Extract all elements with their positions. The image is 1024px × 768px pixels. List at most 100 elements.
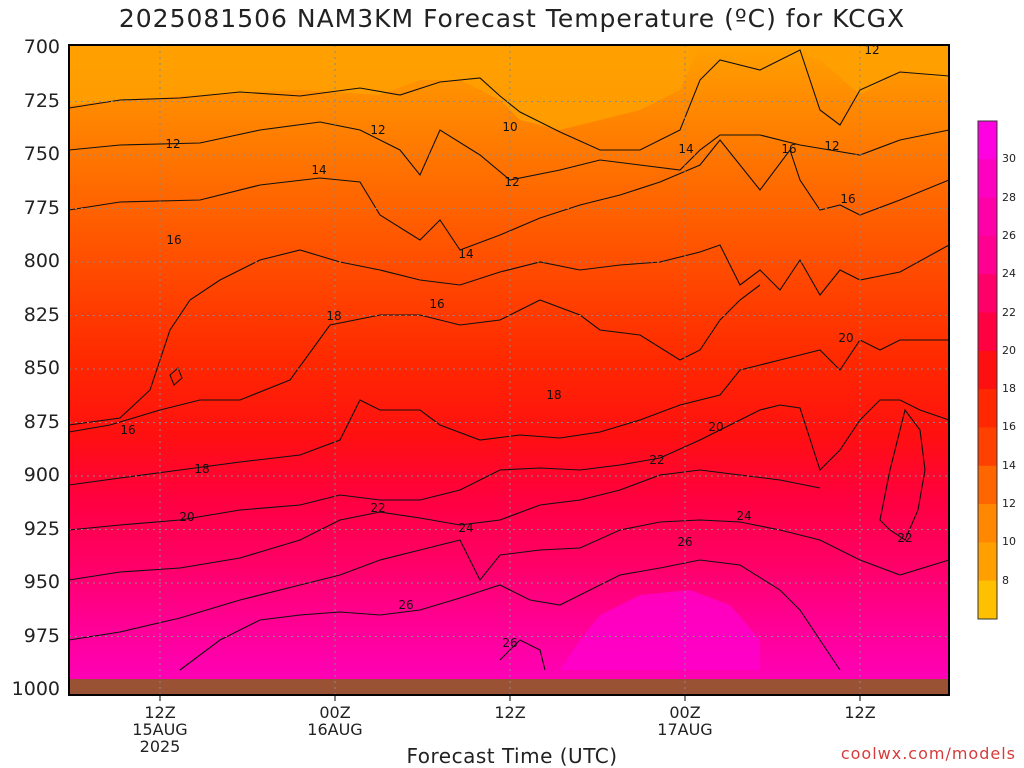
y-tick-label: 825 bbox=[23, 303, 60, 326]
y-tick-label: 700 bbox=[23, 36, 60, 58]
colorbar-label: 22 bbox=[1002, 305, 1016, 319]
x-tick-text: 15AUG bbox=[132, 720, 188, 739]
contour-12-lower bbox=[68, 121, 950, 181]
x-tick-label: 12Z 15AUG 2025 bbox=[120, 704, 200, 755]
contour-label: 20 bbox=[708, 420, 723, 434]
contour-label: 16 bbox=[429, 297, 444, 311]
temperature-field bbox=[69, 45, 949, 695]
ground-strip bbox=[69, 679, 949, 695]
colorbar-label: 12 bbox=[1002, 497, 1016, 511]
contour-label: 26 bbox=[502, 636, 517, 650]
contour-26 bbox=[179, 559, 841, 671]
contour-12-upper bbox=[68, 49, 950, 151]
colorbar-segment bbox=[978, 465, 997, 505]
contour-label: 18 bbox=[546, 388, 561, 402]
x-tick-text: 12Z bbox=[844, 703, 876, 722]
colorbar-segment bbox=[978, 312, 997, 352]
contour-label: 10 bbox=[502, 120, 517, 134]
contour-label: 16 bbox=[120, 423, 135, 437]
plot-border bbox=[68, 44, 950, 696]
contour-label: 22 bbox=[649, 453, 664, 467]
contour-label: 16 bbox=[166, 233, 181, 247]
warm-pocket bbox=[560, 590, 760, 670]
contour-label: 12 bbox=[824, 139, 839, 153]
contour-label: 14 bbox=[678, 142, 693, 156]
y-tick-label: 900 bbox=[23, 464, 60, 486]
y-tick-label: 1000 bbox=[11, 678, 60, 700]
contour-label: 16 bbox=[840, 192, 855, 206]
colorbar-segment bbox=[978, 427, 997, 467]
y-tick-label: 725 bbox=[23, 89, 60, 112]
y-tick-label: 850 bbox=[23, 357, 60, 379]
x-tick-text: 16AUG bbox=[307, 720, 363, 739]
colorbar-label: 18 bbox=[1002, 382, 1016, 396]
contour-label: 14 bbox=[311, 163, 326, 177]
colorbar-segment bbox=[978, 504, 997, 543]
contour-14 bbox=[68, 139, 950, 251]
colorbar-label: 28 bbox=[1002, 190, 1016, 204]
colorbar-segment bbox=[978, 235, 997, 275]
contour-labels: 10 12 12 12 12 12 14 14 14 16 16 16 16 18 18 18 16 20 20 20… bbox=[120, 43, 912, 650]
colorbar-segment bbox=[978, 197, 997, 237]
contour-label: 12 bbox=[370, 123, 385, 137]
contour-label: 12 bbox=[504, 175, 519, 189]
colorbar-label: 30 bbox=[1002, 152, 1016, 166]
chart-title: 2025081506 NAM3KM Forecast Temperature (… bbox=[118, 4, 906, 33]
y-tick-label: 750 bbox=[23, 143, 60, 165]
x-tick-text: 2025 bbox=[139, 737, 181, 756]
colorbar-label: 20 bbox=[1002, 343, 1016, 357]
y-tick-label: 975 bbox=[23, 624, 60, 647]
x-tick-label: 00Z 16AUG bbox=[295, 704, 375, 738]
contour-label: 26 bbox=[677, 535, 692, 549]
x-axis-label: Forecast Time (UTC) bbox=[406, 744, 618, 768]
colorbar-label: 24 bbox=[1002, 267, 1016, 281]
y-tick-label: 875 bbox=[23, 410, 60, 433]
contour-label: 14 bbox=[458, 247, 473, 261]
colorbar-border bbox=[977, 120, 998, 620]
contour-right-loop bbox=[879, 408, 926, 541]
y-tick-label: 925 bbox=[23, 517, 60, 540]
x-tick-label: 12Z bbox=[820, 704, 900, 721]
x-tick-text: 12Z bbox=[494, 703, 526, 722]
contour-label: 24 bbox=[458, 521, 473, 535]
contour-label: 26 bbox=[398, 598, 413, 612]
y-tick-label: 800 bbox=[23, 250, 60, 272]
colorbar-segment bbox=[978, 274, 997, 314]
contour-label: 20 bbox=[838, 331, 853, 345]
contour-22 bbox=[68, 469, 821, 581]
grid-lines bbox=[69, 45, 949, 695]
colorbar-label: 26 bbox=[1002, 228, 1016, 242]
contour-label: 12 bbox=[165, 137, 180, 151]
x-tick-label: 00Z 17AUG bbox=[645, 704, 725, 738]
y-tick-label: 950 bbox=[23, 571, 60, 593]
contour-label: 22 bbox=[370, 501, 385, 515]
colorbar bbox=[977, 120, 998, 620]
contour-lines bbox=[68, 49, 950, 671]
contour-label: 16 bbox=[781, 142, 796, 156]
credit-link[interactable]: coolwx.com/models bbox=[840, 744, 1016, 763]
contour-label: 22 bbox=[897, 531, 912, 545]
x-tick-text: 17AUG bbox=[657, 720, 713, 739]
colorbar-segment bbox=[978, 580, 997, 620]
contour-20 bbox=[68, 399, 950, 531]
colorbar-segment bbox=[978, 159, 997, 199]
cold-pocket bbox=[69, 45, 949, 130]
contour-16-upper bbox=[68, 244, 950, 426]
colorbar-label: 14 bbox=[1002, 458, 1016, 472]
contour-24 bbox=[68, 519, 950, 641]
colorbar-segment bbox=[978, 121, 997, 160]
x-tick-text: 00Z bbox=[319, 703, 351, 722]
contour-16-lower bbox=[68, 284, 761, 433]
contour-26-inner bbox=[499, 639, 546, 671]
colorbar-segment bbox=[978, 542, 997, 582]
x-tick-label: 12Z bbox=[470, 704, 550, 721]
colorbar-label: 8 bbox=[1002, 573, 1009, 587]
x-tick-text: 12Z bbox=[144, 703, 176, 722]
colorbar-label: 16 bbox=[1002, 420, 1016, 434]
contour-label: 20 bbox=[179, 510, 194, 524]
contour-16-left-loop bbox=[169, 367, 183, 386]
colorbar-segment bbox=[978, 350, 997, 390]
contour-label: 18 bbox=[194, 462, 209, 476]
colorbar-label: 10 bbox=[1002, 535, 1016, 549]
